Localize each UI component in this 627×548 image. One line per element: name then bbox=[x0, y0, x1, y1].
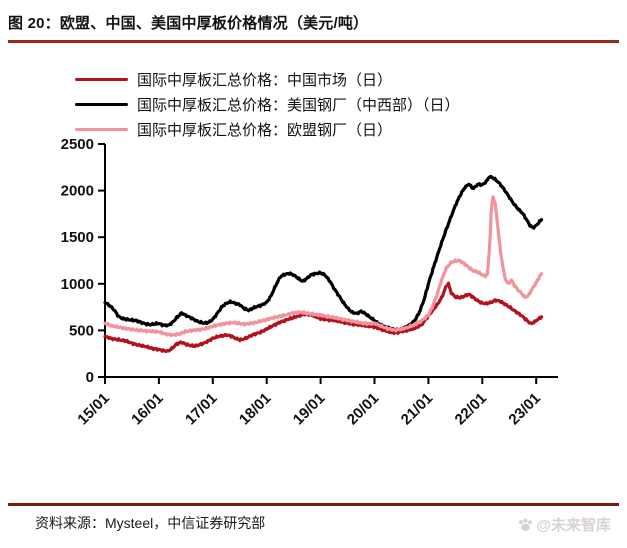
x-tick-label: 20/01 bbox=[344, 390, 383, 429]
legend-label-eu: 国际中厚板汇总价格：欧盟钢厂（日） bbox=[137, 122, 393, 139]
legend-item-eu: 国际中厚板汇总价格：欧盟钢厂（日） bbox=[75, 117, 460, 142]
title-underline bbox=[8, 40, 619, 43]
y-tick-label: 1500 bbox=[61, 229, 94, 246]
figure-title: 图 20：欧盟、中国、美国中厚板价格情况（美元/吨） bbox=[8, 15, 369, 32]
legend-item-china: 国际中厚板汇总价格：中国市场（日） bbox=[75, 67, 460, 92]
series-line-0 bbox=[103, 281, 544, 354]
x-tick-label: 15/01 bbox=[74, 390, 113, 429]
legend-item-us: 国际中厚板汇总价格：美国钢厂（中西部）（日） bbox=[75, 92, 460, 117]
legend-label-china: 国际中厚板汇总价格：中国市场（日） bbox=[137, 72, 393, 89]
paw-icon bbox=[519, 518, 533, 531]
x-tick-label: 22/01 bbox=[452, 390, 491, 429]
chart-legend: 国际中厚板汇总价格：中国市场（日） 国际中厚板汇总价格：美国钢厂（中西部）（日）… bbox=[75, 67, 460, 142]
legend-label-us: 国际中厚板汇总价格：美国钢厂（中西部）（日） bbox=[137, 97, 460, 114]
y-tick-label: 0 bbox=[86, 369, 94, 386]
y-tick-label: 1000 bbox=[61, 276, 94, 293]
watermark-text: @未来智库 bbox=[536, 517, 611, 534]
axes: 0 500 1000 1500 2000 2500 15/01 16/01 17/01 18/01… bbox=[61, 136, 558, 428]
watermark: @未来智库 bbox=[517, 514, 611, 535]
series-line-2 bbox=[103, 195, 544, 338]
footer-rule bbox=[8, 503, 619, 506]
legend-swatch-us bbox=[75, 102, 128, 107]
x-tick-label: 19/01 bbox=[290, 390, 329, 429]
x-tick-label: 16/01 bbox=[128, 390, 167, 429]
y-tick-label: 2500 bbox=[61, 136, 94, 153]
x-tick-label: 23/01 bbox=[505, 390, 544, 429]
series-line-1 bbox=[103, 174, 544, 332]
y-tick-label: 2000 bbox=[61, 183, 94, 200]
legend-swatch-china bbox=[75, 77, 128, 82]
y-tick-label: 500 bbox=[69, 322, 94, 339]
x-tick-label: 18/01 bbox=[236, 390, 275, 429]
x-tick-label: 21/01 bbox=[398, 390, 437, 429]
x-tick-label: 17/01 bbox=[182, 390, 221, 429]
legend-swatch-eu bbox=[75, 127, 128, 132]
source-note: 资料来源：Mysteel，中信证券研究部 bbox=[35, 515, 266, 531]
